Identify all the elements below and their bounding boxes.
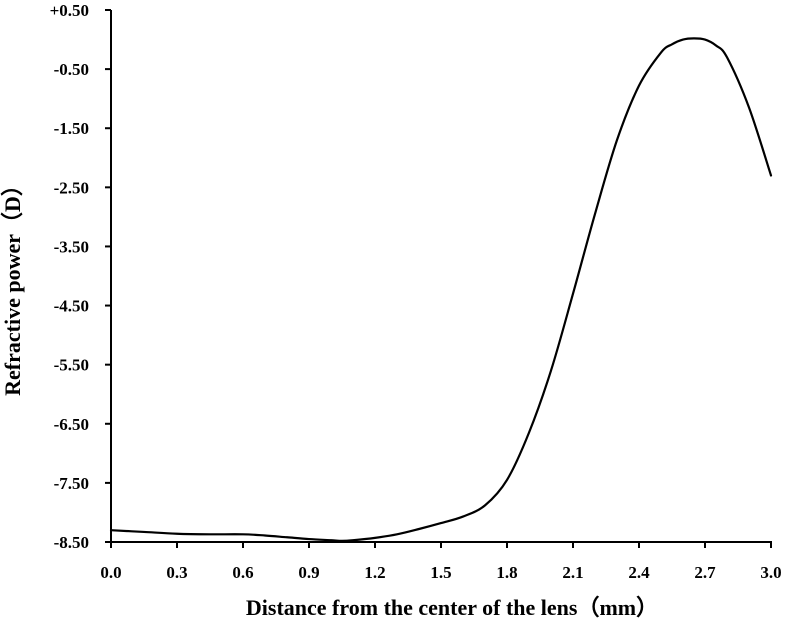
x-tick-label: 2.7 bbox=[694, 563, 716, 582]
x-tick-label: 0.6 bbox=[232, 563, 253, 582]
y-tick-label: -8.50 bbox=[54, 533, 89, 552]
x-tick-label: 0.9 bbox=[298, 563, 319, 582]
y-tick-label: -3.50 bbox=[54, 237, 89, 256]
series-line bbox=[109, 37, 773, 542]
y-tick-label: -0.50 bbox=[54, 60, 89, 79]
y-tick-label: +0.50 bbox=[50, 1, 89, 20]
x-axis-ticks: 0.0 0.3 0.6 0.9 1.2 1.5 1.8 2.1 2.4 2.7 3.0 bbox=[100, 542, 782, 582]
x-tick-label: 1.2 bbox=[364, 563, 385, 582]
y-tick-label: -1.50 bbox=[54, 119, 89, 138]
y-axis-ticks: +0.50 -0.50 -1.50 -2.50 -3.50 -4.50 -5.50 -6.50… bbox=[50, 1, 111, 552]
y-tick-label: -2.50 bbox=[54, 178, 89, 197]
x-tick-label: 2.4 bbox=[628, 563, 650, 582]
y-tick-label: -7.50 bbox=[54, 474, 89, 493]
x-tick-label: 1.5 bbox=[430, 563, 451, 582]
x-tick-label: 2.1 bbox=[562, 563, 583, 582]
y-tick-label: -5.50 bbox=[54, 356, 89, 375]
y-axis-title: Refractive power（D） bbox=[0, 174, 25, 396]
y-tick-label: -6.50 bbox=[54, 415, 89, 434]
x-tick-label: 0.3 bbox=[166, 563, 187, 582]
y-tick-label: -4.50 bbox=[54, 297, 89, 316]
x-axis-title: Distance from the center of the lens（mm） bbox=[246, 595, 658, 620]
x-tick-label: 0.0 bbox=[100, 563, 121, 582]
x-tick-label: 3.0 bbox=[760, 563, 781, 582]
x-tick-label: 1.8 bbox=[496, 563, 517, 582]
